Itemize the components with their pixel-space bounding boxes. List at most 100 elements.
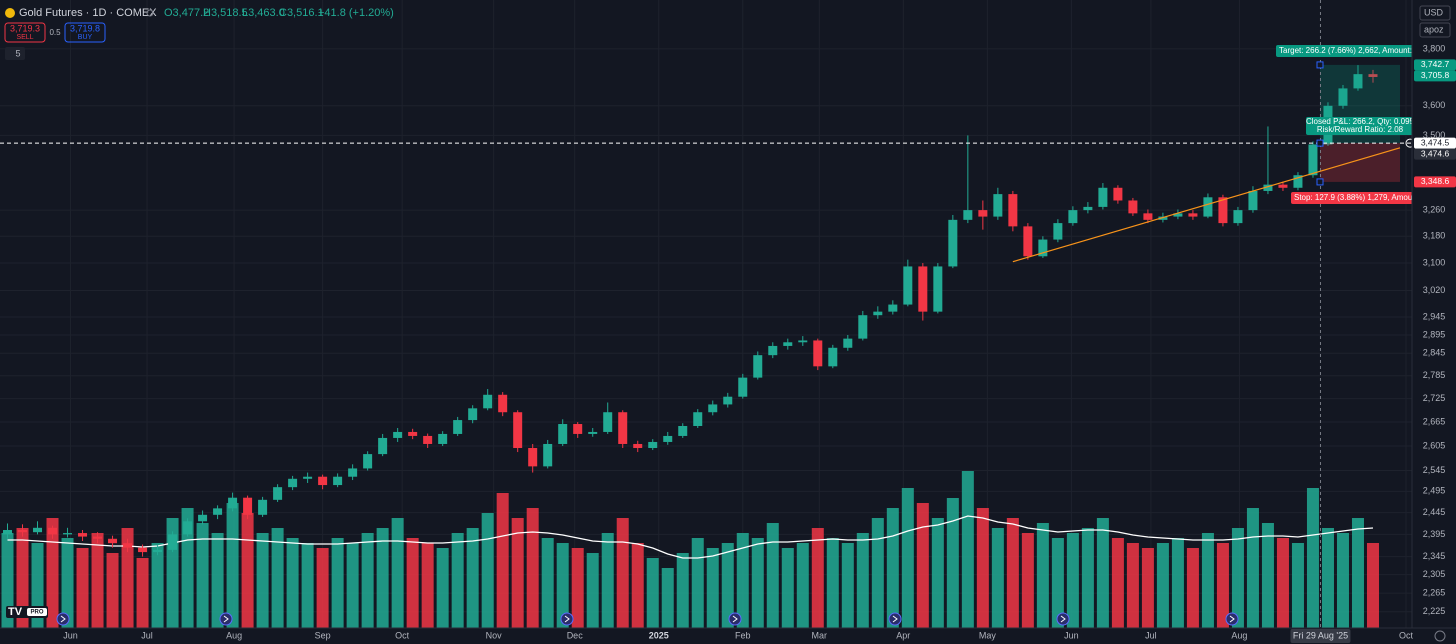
x-tick-label: Feb [735, 630, 751, 640]
candle-body [813, 340, 823, 367]
volume-bar [601, 533, 614, 628]
currency: USD [1424, 7, 1444, 17]
y-tick-label: 2,345 [1423, 551, 1446, 561]
volume-bar [1036, 523, 1049, 628]
volume-bar [421, 543, 434, 628]
candle-body [543, 443, 553, 467]
y-tick-label: 2,665 [1423, 416, 1446, 426]
y-tick-label: 3,020 [1423, 285, 1446, 295]
candle-body [1338, 88, 1348, 106]
symbol-icon [5, 8, 15, 18]
volume-bar [121, 528, 134, 628]
volume-bar [1096, 518, 1109, 628]
price-badge [1414, 70, 1456, 82]
volume-bar [391, 518, 404, 628]
volume-bar [271, 528, 284, 628]
candle-body [1143, 213, 1153, 220]
candle-body [903, 266, 913, 305]
candle-body [1068, 210, 1078, 224]
candle-body [213, 508, 223, 515]
volume-bar [721, 543, 734, 628]
candle-body [618, 412, 628, 444]
candle-body [1368, 74, 1378, 77]
candle-body [1308, 144, 1318, 176]
event-icon [560, 612, 574, 626]
candle-body [468, 408, 478, 421]
y-tick-label: 3,600 [1423, 100, 1446, 110]
spread: 0.5 [49, 28, 61, 37]
currency-button[interactable] [1419, 5, 1451, 21]
event-icon [219, 612, 233, 626]
candle-body [3, 529, 13, 535]
volume-bar [346, 543, 359, 628]
collapse-count: 5 [15, 48, 20, 58]
buy-button[interactable] [64, 22, 106, 43]
candle-body [78, 533, 88, 537]
volume-bar [1021, 533, 1034, 628]
price-badge [1414, 59, 1456, 71]
volume-bar [1171, 538, 1184, 628]
eye-icon[interactable] [146, 9, 154, 17]
candle-body [633, 443, 643, 449]
candle-body [1053, 223, 1063, 240]
stop-zone [1320, 143, 1400, 182]
event-icon [1056, 612, 1070, 626]
volume-bar [211, 533, 224, 628]
candle-body [108, 538, 118, 544]
candle-body [1293, 175, 1303, 188]
event-icon [888, 612, 902, 626]
volume-bar [1291, 543, 1304, 628]
volume-bar [1141, 548, 1154, 628]
candle-body [993, 194, 1003, 217]
price-badge-label: 3,474.5 [1421, 137, 1450, 147]
volume-bar [151, 543, 164, 628]
candle-body [93, 536, 103, 539]
x-tick-label: Oct [395, 630, 410, 640]
volume-bar [961, 471, 974, 628]
collapse-button[interactable] [5, 47, 25, 60]
candle-body [933, 266, 943, 312]
candle-body [498, 394, 508, 413]
volume-bar [106, 553, 119, 628]
volume-bar [1306, 488, 1319, 628]
x-tick-label: Jul [141, 630, 153, 640]
volume-bar [61, 538, 74, 628]
candle-body [378, 437, 388, 455]
account-button[interactable] [1419, 22, 1451, 38]
y-tick-label: 3,800 [1423, 43, 1446, 53]
volume-bar [901, 488, 914, 628]
volume-bar [511, 518, 524, 628]
y-tick-label: 2,445 [1423, 507, 1446, 517]
settings-icon[interactable] [1434, 630, 1446, 642]
y-tick-label: 2,605 [1423, 440, 1446, 450]
y-tick-label: 2,895 [1423, 329, 1446, 339]
volume-bar [1231, 528, 1244, 628]
volume-bar [586, 553, 599, 628]
candle-body [1278, 184, 1288, 188]
candle-body [1173, 213, 1183, 217]
candle-body [228, 497, 238, 509]
sell-button[interactable] [4, 22, 46, 43]
axes: 3,800 3,600 3,500 3,260 3,180 3,100 3,020 2,945… [63, 43, 1456, 643]
candle-body [1353, 74, 1363, 89]
event-icon [56, 612, 70, 626]
candle-body [123, 543, 133, 548]
candle-body [948, 219, 958, 267]
ohlc-low: L3,463.0 [242, 7, 285, 19]
x-tick-label: Aug [226, 630, 242, 640]
volume-bar [16, 528, 29, 628]
symbol[interactable]: Gold Futures · 1D · COMEX [19, 7, 157, 19]
candle-body [183, 521, 193, 535]
candle-body [348, 468, 358, 477]
volume-bar [856, 533, 869, 628]
volume-bar [661, 568, 674, 628]
handle [1316, 61, 1324, 69]
candle-body [828, 347, 838, 367]
volume-bar [1201, 533, 1214, 628]
volume-bar [826, 538, 839, 628]
candle-body [258, 499, 268, 515]
drawings: Target: 266.2 (7.66%) 2,662, Amount: 3 Cl… [0, 0, 1412, 628]
candle-body [603, 412, 613, 432]
candle-body [1038, 239, 1048, 257]
